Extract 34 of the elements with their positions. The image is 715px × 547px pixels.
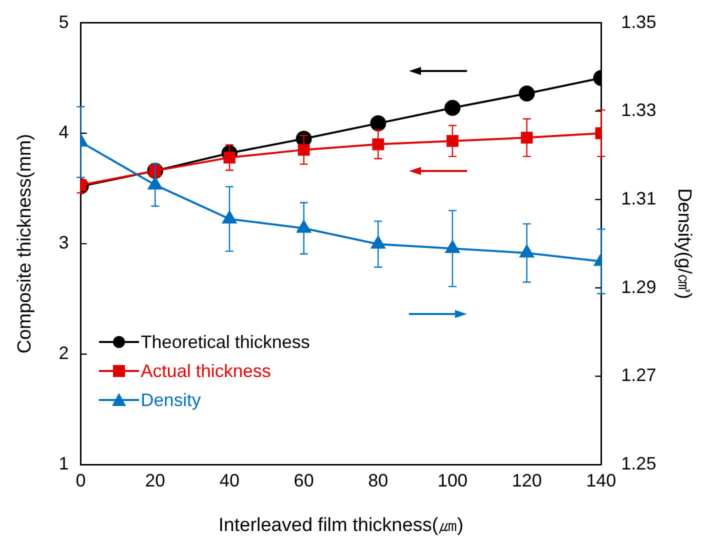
point bbox=[370, 115, 386, 132]
point bbox=[148, 176, 162, 190]
y2-tick-label: 1.29 bbox=[621, 276, 656, 297]
x-tick-label: 100 bbox=[437, 470, 468, 490]
point bbox=[520, 132, 533, 144]
x-tick-label: 120 bbox=[512, 470, 542, 490]
y2-axis-title: Density(g/㎤) bbox=[673, 188, 694, 300]
legend-label: Actual thickness bbox=[140, 360, 271, 382]
y-tick-label: 2 bbox=[58, 343, 69, 364]
y-tick-label: 1 bbox=[58, 454, 69, 474]
y2-tick-label: 1.31 bbox=[621, 188, 656, 208]
point bbox=[298, 144, 310, 156]
x-tick-label: 140 bbox=[586, 470, 616, 490]
point bbox=[445, 240, 460, 254]
legend-label: Theoretical thickness bbox=[140, 332, 310, 353]
y2-tick-label: 1.27 bbox=[621, 365, 656, 386]
x-tick-label: 60 bbox=[294, 470, 314, 490]
x-tick-label: 80 bbox=[368, 470, 388, 490]
y2-tick-label: 1.33 bbox=[621, 100, 656, 120]
y-tick-label: 3 bbox=[58, 232, 69, 253]
x-tick-label: 40 bbox=[219, 470, 240, 490]
point bbox=[446, 135, 458, 147]
y2-tick-label: 1.35 bbox=[621, 12, 656, 32]
y2-tick-label: 1.25 bbox=[621, 454, 656, 474]
y-tick-label: 5 bbox=[58, 12, 69, 32]
y-axis-title: Composite thickness(mm) bbox=[14, 134, 36, 354]
y-tick-label: 4 bbox=[58, 122, 69, 142]
x-tick-label: 0 bbox=[76, 470, 86, 490]
x-tick-label: 20 bbox=[145, 470, 166, 490]
point bbox=[222, 210, 237, 224]
point bbox=[444, 100, 460, 116]
x-axis-title: Interleaved film thickness(㎛) bbox=[218, 514, 464, 536]
point bbox=[518, 85, 535, 102]
legend-label: Density bbox=[140, 390, 201, 411]
